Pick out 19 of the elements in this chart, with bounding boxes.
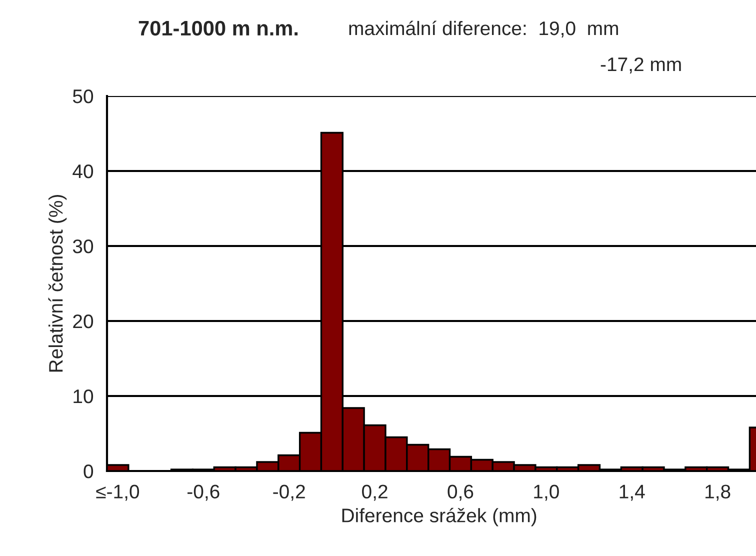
y-tick-label: 30 <box>72 239 94 254</box>
x-axis-title: Diference srážek (mm) <box>342 508 536 526</box>
x-tick-label: -0,6 <box>188 484 220 501</box>
x-tick-label: 0,6 <box>448 484 474 501</box>
chart-title: 701-1000 m n.m. <box>138 20 298 36</box>
text: maximální diference: 19,0 mm <box>349 20 618 38</box>
y-tick-label: 50 <box>72 89 94 104</box>
x-tick-label: 1,4 <box>620 484 645 501</box>
x-tick-label: 1,8 <box>706 484 730 501</box>
x-tick-label: 0,2 <box>362 484 388 501</box>
y-axis-title: Relativní četnost (%) <box>48 195 67 372</box>
x-tick-label: 1,0 <box>534 484 559 501</box>
y-tick-label: 20 <box>73 314 94 328</box>
y-tick-label: 40 <box>72 164 94 178</box>
x-tick-label: ≤-1,0 <box>96 484 140 501</box>
y-tick-label: 0 <box>84 464 94 478</box>
y-tick-label: 10 <box>74 389 94 404</box>
text: -17,2 mm <box>600 57 681 74</box>
x-tick-label: -0,2 <box>273 484 305 501</box>
